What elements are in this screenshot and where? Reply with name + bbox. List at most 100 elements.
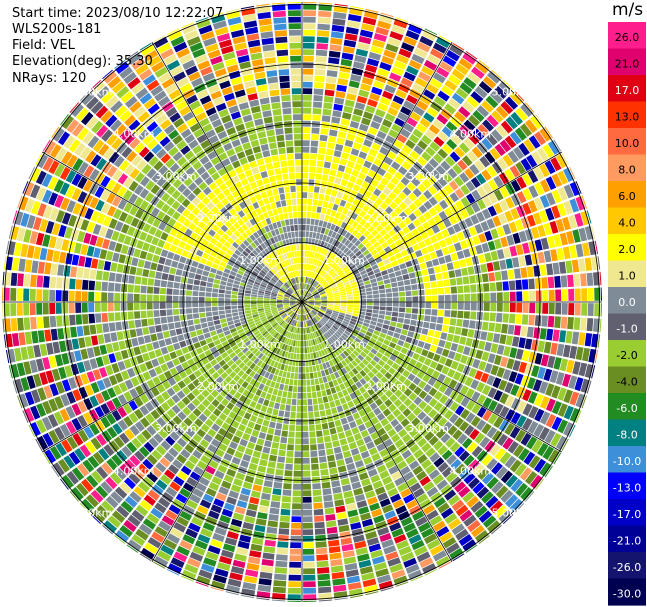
range-gate-cell [398,191,407,201]
range-gate-cell [285,404,291,412]
range-gate-cell [293,320,296,326]
range-gate-cell [252,286,259,290]
range-gate-cell [23,317,31,330]
range-gate-cell [347,306,353,310]
range-gate-cell [57,131,70,146]
range-gate-cell [447,425,458,436]
range-gate-cell [415,516,428,527]
range-gate-cell [329,196,336,203]
range-gate-cell [201,252,210,260]
range-gate-cell [448,270,456,278]
range-gate-cell [111,182,122,194]
range-gate-cell [372,355,381,363]
range-gate-cell [373,294,380,298]
range-gate-cell [114,468,127,480]
range-gate-cell [359,210,367,218]
range-gate-cell [363,435,372,444]
range-gate-cell [373,306,380,310]
range-gate-cell [510,412,521,425]
range-gate-cell [449,44,464,57]
range-gate-cell [258,288,265,292]
range-gate-cell [425,447,436,458]
range-gate-cell [314,304,321,306]
range-gate-cell [489,282,496,292]
range-gate-cell [372,286,379,291]
range-gate-cell [305,291,310,297]
range-gate-cell [524,254,533,266]
range-gate-cell [373,188,382,197]
range-gate-cell [139,363,148,373]
range-gate-cell [484,252,492,263]
range-gate-cell [288,310,293,316]
range-gate-cell [337,205,344,213]
range-gate-cell [534,352,543,365]
range-gate-cell [56,277,63,289]
range-gate-cell [307,244,311,251]
range-gate-cell [392,499,405,509]
range-gate-cell [101,302,108,312]
range-gate-cell [316,330,321,337]
range-gate-cell [295,314,298,320]
range-gate-cell [298,308,301,314]
range-gate-cell [393,225,402,233]
range-gate-cell [498,379,508,391]
range-gate-cell [330,373,336,381]
range-gate-cell [134,421,145,432]
range-gate-cell [477,124,490,136]
range-gate-cell [306,270,309,277]
range-gate-cell [106,133,118,146]
range-gate-cell [278,370,284,377]
range-gate-cell [282,489,292,496]
range-gate-cell [35,358,45,372]
range-gate-cell [233,230,241,238]
range-gate-cell [192,187,202,196]
range-gate-cell [474,432,485,444]
range-gate-cell [499,139,512,153]
range-gate-cell [386,182,396,191]
range-gate-cell [144,192,155,203]
range-gate-cell [395,581,409,587]
range-gate-cell [49,289,56,301]
range-gate-cell [322,429,330,436]
range-gate-cell [387,330,394,337]
range-gate-cell [423,394,433,404]
range-gate-cell [348,515,360,524]
range-gate-cell [288,288,293,294]
range-gate-cell [10,272,18,286]
range-gate-cell [348,441,358,450]
range-gate-cell [55,147,67,162]
range-gate-cell [391,433,401,443]
range-gate-cell [456,344,465,354]
range-gate-cell [391,287,399,293]
range-gate-cell [235,338,242,344]
range-gate-cell [480,331,488,341]
range-gate-cell [432,42,447,54]
range-gate-cell [330,210,337,217]
range-gate-cell [283,364,289,372]
range-gate-cell [347,509,359,518]
range-gate-cell [433,497,446,508]
range-gate-cell [181,346,189,355]
range-gate-cell [215,355,223,363]
range-gate-cell [496,302,503,312]
range-gate-cell [173,476,185,487]
range-gate-cell [437,90,450,102]
range-gate-cell [283,384,289,392]
range-gate-cell [572,229,581,243]
range-gate-cell [384,315,392,321]
range-gate-cell [320,279,326,285]
range-gate-cell [412,243,420,252]
range-gate-cell [403,122,415,133]
range-gate-cell [368,274,376,280]
range-gate-cell [129,329,137,338]
range-gate-cell [164,469,176,480]
range-gate-cell [497,433,508,446]
range-gate-cell [244,304,251,308]
range-gate-cell [333,294,340,297]
range-gate-cell [332,203,339,211]
range-gate-cell [213,279,221,285]
range-gate-cell [259,571,273,580]
range-gate-cell [110,491,123,504]
range-gate-cell [316,206,322,213]
range-gate-cell [522,403,533,416]
